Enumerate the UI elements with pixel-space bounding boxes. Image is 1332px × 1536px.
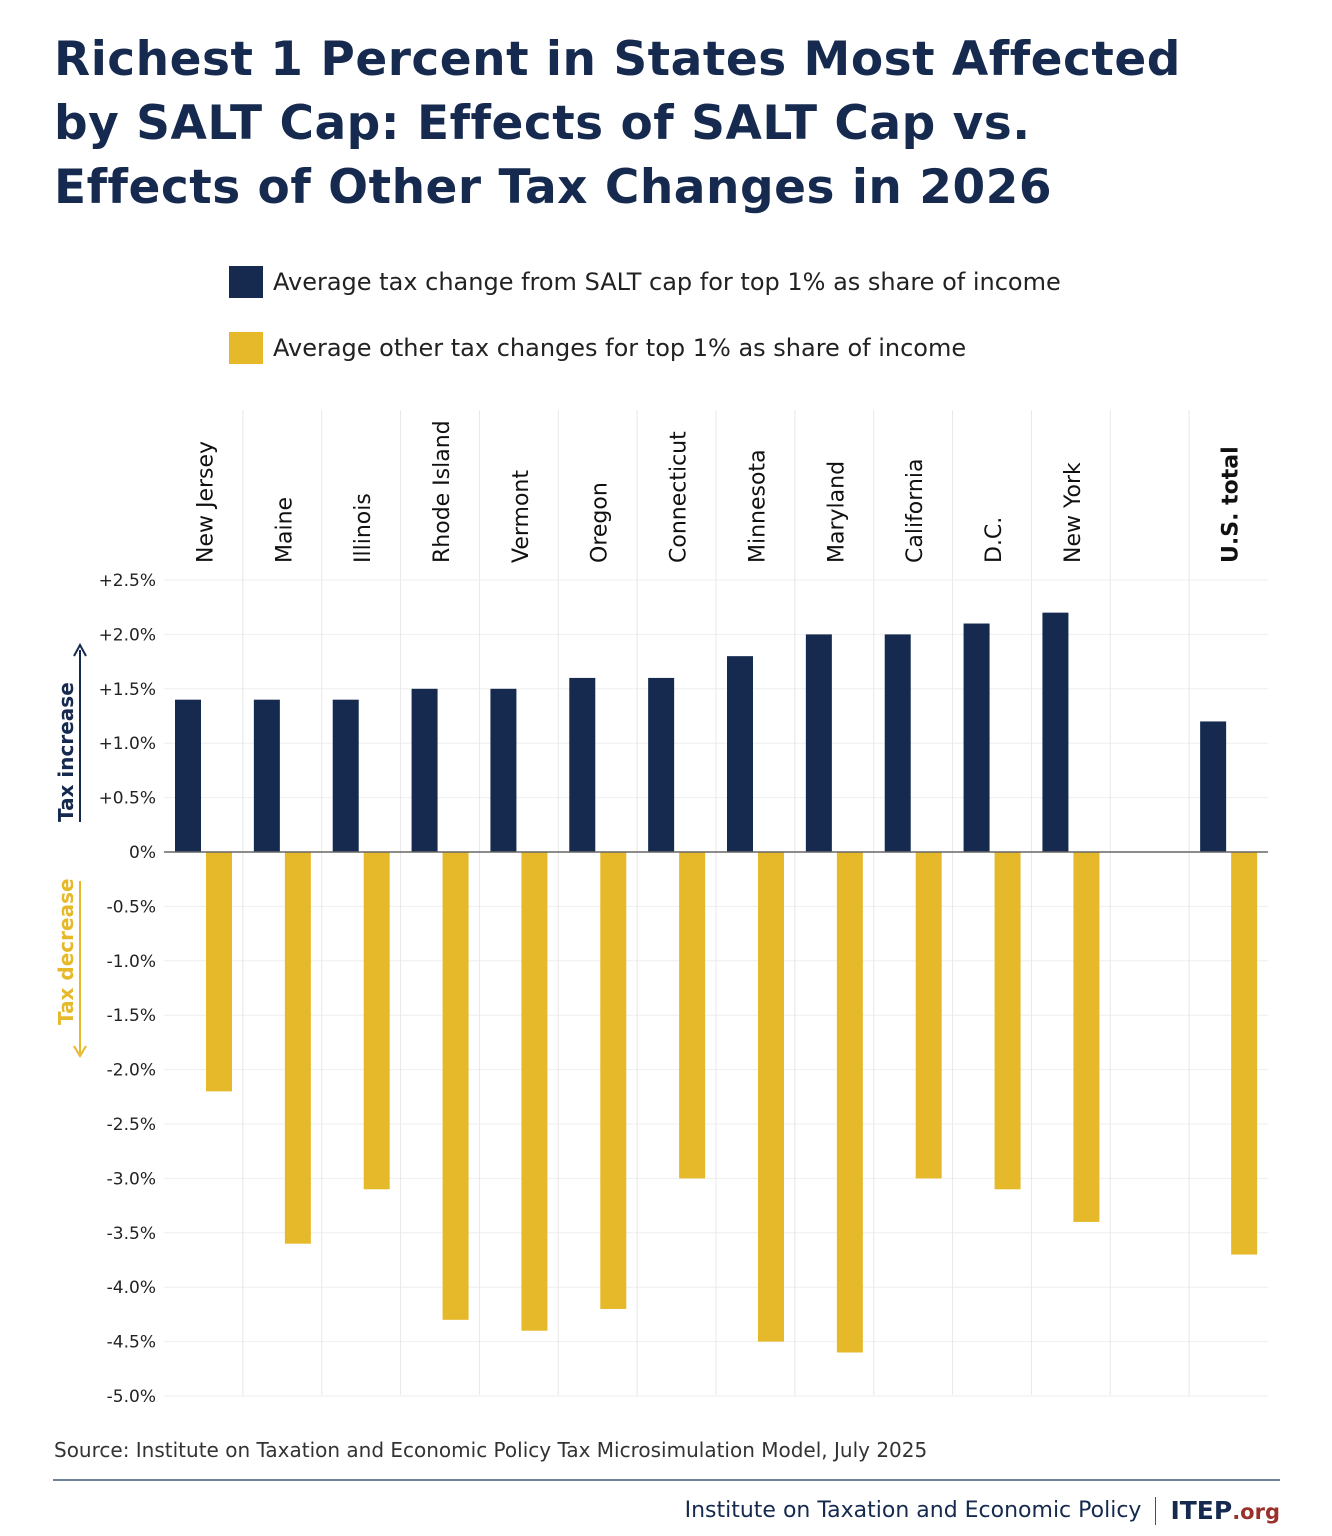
category-label: U.S. total	[1219, 446, 1244, 563]
arrow-down-icon	[73, 1045, 87, 1058]
bar-other-changes	[1073, 852, 1100, 1222]
bar-salt-cap	[411, 688, 438, 852]
category-label: Illinois	[351, 493, 376, 563]
bar-other-changes	[363, 852, 390, 1190]
category-label: D.C.	[982, 517, 1007, 563]
legend-item-salt: Average tax change from SALT cap for top…	[229, 266, 1061, 298]
y-tick-label: +1.0%	[99, 734, 156, 754]
itep-logo[interactable]: ITEP.org	[1170, 1496, 1280, 1525]
bar-chart: +2.5% +2.0% +1.5% +1.0% +0.5% 0% -0.5% -1.0% -1.…	[54, 410, 1268, 1407]
y-tick-label: +2.5%	[99, 571, 156, 591]
category-label: New York	[1061, 462, 1086, 563]
y-tick-label: 0%	[129, 843, 156, 863]
legend-label-other: Average other tax changes for top 1% as …	[273, 334, 967, 362]
y-tick-label: -4.0%	[107, 1278, 156, 1298]
y-tick-label: +0.5%	[99, 789, 156, 809]
bar-salt-cap	[253, 699, 280, 852]
footer: Institute on Taxation and Economic Polic…	[685, 1496, 1280, 1525]
bar-other-changes	[600, 852, 627, 1309]
bar-other-changes	[284, 852, 311, 1244]
legend-item-other: Average other tax changes for top 1% as …	[229, 332, 966, 364]
y-tick-label: -2.5%	[107, 1115, 156, 1135]
bar-salt-cap	[569, 677, 596, 852]
bar-other-changes	[915, 852, 942, 1179]
bar-other-changes	[836, 852, 863, 1353]
bar-salt-cap	[648, 677, 675, 852]
y-tick-label: -3.0%	[107, 1169, 156, 1189]
y-tick-label: -1.0%	[107, 952, 156, 972]
footer-separator	[1155, 1496, 1157, 1525]
y-tick-label: -0.5%	[107, 897, 156, 917]
y-tick-label: -3.5%	[107, 1224, 156, 1244]
footer-divider	[53, 1479, 1280, 1481]
bar-other-changes	[994, 852, 1021, 1190]
y-tick-label: -1.5%	[107, 1006, 156, 1026]
bar-salt-cap	[332, 699, 359, 852]
logo-main: ITEP	[1170, 1496, 1233, 1525]
category-label: Rhode Island	[430, 420, 455, 563]
category-label: Minnesota	[745, 449, 770, 563]
category-label: Vermont	[509, 470, 534, 563]
bar-other-changes	[758, 852, 784, 1342]
bar-salt-cap	[727, 656, 753, 852]
y-tick-label: +1.5%	[99, 680, 156, 700]
bar-salt-cap	[963, 623, 990, 852]
bar-salt-cap	[1200, 721, 1227, 852]
bar-other-changes	[1231, 852, 1258, 1255]
bar-salt-cap	[1042, 612, 1069, 852]
category-label: Maine	[272, 497, 297, 563]
bar-other-changes	[521, 852, 548, 1331]
bar-salt-cap	[884, 634, 911, 852]
y-tick-label: -5.0%	[107, 1387, 156, 1407]
footer-org-name: Institute on Taxation and Economic Polic…	[684, 1498, 1142, 1523]
bar-other-changes	[206, 852, 232, 1092]
logo-suffix: .org	[1232, 1500, 1280, 1524]
y-tick-label: -2.0%	[107, 1061, 156, 1081]
category-label: Maryland	[824, 461, 849, 563]
category-label: California	[903, 459, 928, 563]
legend-swatch-salt	[229, 266, 263, 298]
category-label: Connecticut	[667, 431, 692, 563]
category-label: New Jersey	[193, 441, 218, 563]
legend-swatch-other	[229, 332, 263, 364]
source-note: Source: Institute on Taxation and Econom…	[54, 1438, 928, 1462]
bar-salt-cap	[490, 688, 517, 852]
bar-salt-cap	[175, 699, 201, 852]
bar-other-changes	[679, 852, 706, 1179]
category-label: Oregon	[588, 482, 613, 563]
chart-title: Richest 1 Percent in States Most Affecte…	[54, 32, 1181, 215]
legend-label-salt: Average tax change from SALT cap for top…	[273, 268, 1061, 296]
y-tick-label: +2.0%	[99, 625, 156, 645]
tax-increase-label: Tax increase	[54, 682, 78, 822]
bar-other-changes	[442, 852, 469, 1320]
tax-decrease-label: Tax decrease	[54, 878, 78, 1025]
y-tick-label: -4.5%	[107, 1333, 156, 1353]
bar-salt-cap	[805, 634, 832, 852]
arrow-up-icon	[73, 642, 87, 657]
